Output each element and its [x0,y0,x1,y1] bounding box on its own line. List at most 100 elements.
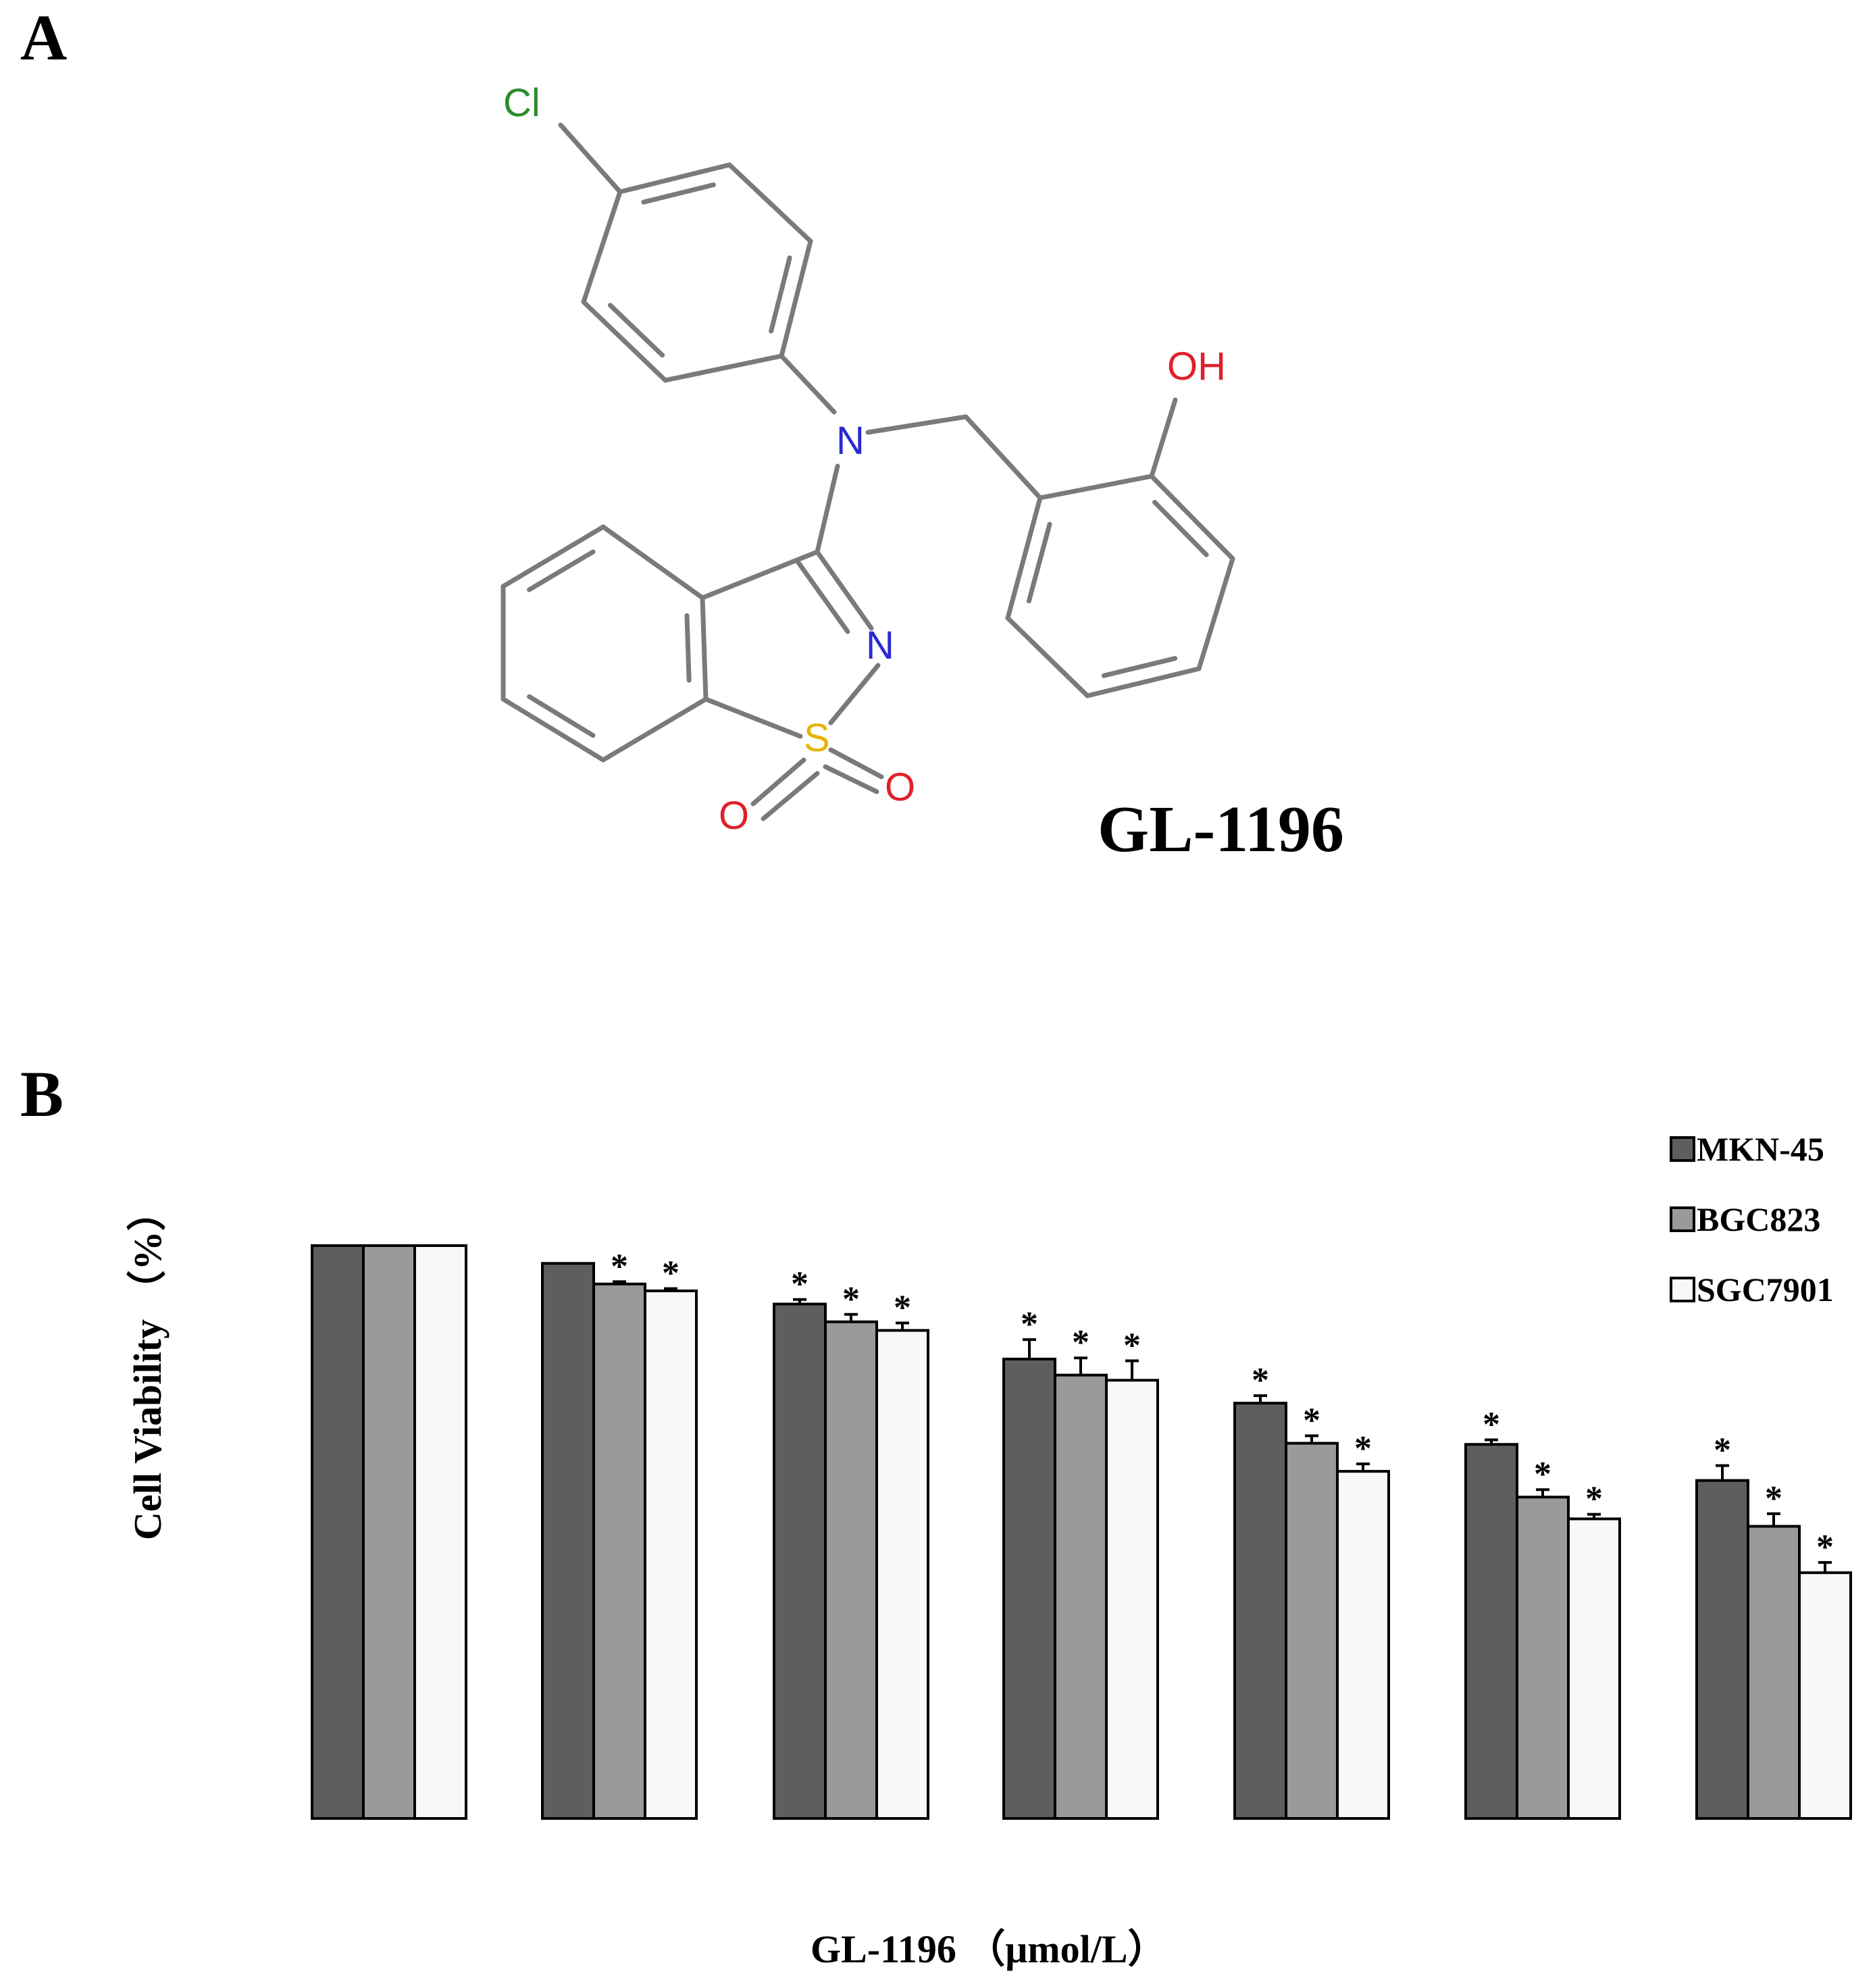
ring2-bond [1005,615,1090,698]
bar-bgc823-4 [1054,1373,1108,1820]
so-bond [761,771,820,821]
bar-mkn-45-5 [1233,1402,1287,1820]
ring2-bond [1196,556,1235,671]
panel-label-a: A [20,1,68,74]
bar-mkn-45-1 [311,1244,365,1820]
ring2-double-bond [1026,521,1052,604]
ring1-double-bond [769,255,792,334]
significance-star: * [791,1265,808,1304]
c3-n-double-bond [794,558,850,634]
significance-star: * [1585,1480,1603,1519]
compound-name: GL-1196 [1098,793,1344,866]
legend-label-bgc823: BGC823 [1697,1200,1820,1238]
significance-star: * [1765,1479,1782,1518]
significance-star: * [1123,1326,1141,1365]
ring3-bond [600,524,705,601]
bar-sgc7901-5 [1336,1470,1390,1820]
ring1-bond [581,299,668,383]
ring3-bond [700,595,709,702]
ring2-bond [1149,474,1235,561]
n-c3-bond [815,463,840,555]
bar-bgc823-7 [1747,1525,1801,1820]
ring3-bond [600,696,709,763]
bar-bgc823-5 [1285,1442,1339,1820]
legend-label-mkn-45: MKN-45 [1697,1130,1824,1168]
atom-labels: Cl N OH N S O O [503,81,1226,838]
bar-mkn-45-2 [541,1262,595,1820]
bar-sgc7901-4 [1105,1379,1159,1820]
bar-sgc7901-3 [875,1329,929,1820]
so-bond [750,757,806,807]
bar-bgc823-2 [592,1282,646,1820]
atom-o: O [885,765,915,809]
significance-star: * [1072,1323,1089,1362]
significance-star: * [662,1254,679,1293]
so-bond [828,747,884,780]
ring3-double-bond [684,613,692,683]
significance-star: * [1714,1431,1731,1470]
significance-layer: * * * * * * * * * * * * * * * * * [611,1247,1834,1566]
y-axis-label: Cell Viability （%） [126,1192,170,1540]
significance-star: * [1303,1402,1320,1440]
bar-bgc823-1 [362,1244,416,1820]
significance-star: * [842,1280,860,1319]
atom-cl: Cl [503,81,540,125]
significance-star: * [1534,1455,1551,1494]
bar-bgc823-6 [1516,1496,1570,1820]
ring3-double-bond [527,694,596,738]
atom-n-amine: N [836,419,865,463]
chemical-structure: Cl N OH N S O O GL-1196 [500,81,1344,866]
atom-oh: OH [1167,345,1226,388]
ring1-bond [727,162,813,244]
ring1-bond [663,353,784,383]
atom-n-ring: N [866,623,894,667]
c-oh-bond [1149,397,1178,479]
ring1-double-bond [607,303,665,358]
structure-bonds [500,122,1235,821]
significance-star: * [1816,1528,1834,1566]
ring2-bond [1085,666,1202,698]
c3-n-bond [815,549,874,631]
ring1-bond [617,162,732,195]
bar-mkn-45-6 [1464,1443,1518,1820]
ring2-bond [1037,474,1154,501]
bar-mkn-45-4 [1002,1357,1056,1820]
x-axis-label: GL-1196 （μmol/L） [811,1927,1167,1971]
error-bars-layer [613,1280,1832,1573]
bars-layer [311,1244,1852,1820]
bar-mkn-45-3 [773,1302,827,1820]
significance-star: * [1483,1405,1500,1444]
ring1-bond [581,189,623,305]
ring3-bond [500,524,606,589]
n-ch2-bond [865,414,969,435]
bar-sgc7901-1 [413,1244,467,1820]
so-bond [823,764,879,794]
bar-sgc7901-6 [1567,1517,1621,1820]
ring1-n-bond [779,353,837,415]
significance-star: * [1252,1361,1269,1400]
atom-s: S [804,716,830,760]
significance-star: * [1354,1429,1372,1468]
ring2-double-bond [1101,656,1178,678]
significance-star: * [894,1288,911,1327]
ring3-bond [500,696,606,763]
atom-o: O [719,794,749,838]
significance-star: * [611,1247,628,1285]
legend-swatch-bgc823 [1670,1206,1695,1232]
bar-sgc7901-7 [1798,1571,1852,1820]
ring2-bond [1005,495,1043,621]
c-cl-bond [558,122,623,195]
c3a-c3-bond [700,549,820,601]
ring3-double-bond [527,549,596,592]
c7a-s-bond [703,696,803,739]
ring1-double-bond [641,182,716,205]
legend-label-sgc7901: SGC7901 [1697,1271,1834,1308]
ring1-bond [779,238,813,359]
bar-mkn-45-7 [1695,1479,1749,1820]
n-s-bond [828,663,881,725]
panel-label-b: B [20,1058,64,1130]
bar-sgc7901-2 [644,1289,698,1820]
ring2-double-bond [1152,500,1209,557]
legend: MKN-45 BGC823 SGC7901 [1670,1130,1834,1308]
